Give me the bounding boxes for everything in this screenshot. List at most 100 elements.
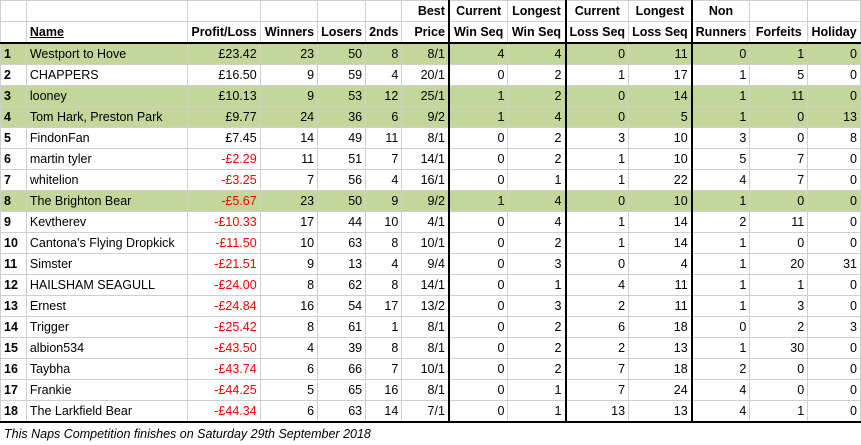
losers-cell: 49 bbox=[317, 127, 367, 149]
current-win-seq-cell: 0 bbox=[447, 316, 509, 338]
current-win-seq-cell: 0 bbox=[447, 127, 509, 149]
current-win-seq-cell: 1 bbox=[447, 190, 509, 212]
longest-win-seq-cell: 4 bbox=[507, 190, 566, 212]
name-cell: Taybha bbox=[25, 358, 188, 380]
best-price-cell: 10/1 bbox=[401, 358, 450, 380]
standings-table: Best Current Longest Current Longest Non… bbox=[0, 0, 861, 423]
table-row: 8 The Brighton Bear -£5.67 23 50 9 9/2 1 4 0 10 1 0 0 bbox=[0, 190, 861, 212]
profit-loss-cell: -£2.29 bbox=[186, 148, 261, 170]
name-cell: martin tyler bbox=[25, 148, 188, 170]
name-cell: Trigger bbox=[25, 316, 188, 338]
table-row: 6 martin tyler -£2.29 11 51 7 14/1 0 2 1 10 5 7 0 bbox=[0, 148, 861, 170]
holiday-cell: 0 bbox=[807, 358, 861, 380]
current-win-seq-cell: 1 bbox=[447, 106, 509, 128]
forfeits-cell: 0 bbox=[749, 106, 809, 128]
winners-cell: 16 bbox=[259, 295, 319, 317]
rank-cell: 2 bbox=[0, 64, 27, 86]
header-cell bbox=[259, 0, 319, 22]
best-price-cell: 14/1 bbox=[401, 274, 450, 296]
longest-loss-seq-cell: 18 bbox=[628, 358, 693, 380]
table-row: 13 Ernest -£24.84 16 54 17 13/2 0 3 2 11 1 3 0 bbox=[0, 295, 861, 317]
forfeits-cell: 20 bbox=[749, 253, 809, 275]
profit-loss-cell: £7.45 bbox=[186, 127, 261, 149]
rank-cell: 13 bbox=[0, 295, 27, 317]
table-row: 4 Tom Hark, Preston Park £9.77 24 36 6 9/2 1 4 0 5… bbox=[0, 106, 861, 128]
non-runners-cell: 1 bbox=[690, 85, 751, 107]
rank-cell: 1 bbox=[0, 42, 27, 65]
rank-cell: 15 bbox=[0, 337, 27, 359]
holiday-cell: 0 bbox=[807, 42, 861, 65]
name-cell: The Larkfield Bear bbox=[25, 400, 188, 423]
rank-cell: 7 bbox=[0, 169, 27, 191]
profit-loss-cell: -£44.25 bbox=[186, 379, 261, 401]
profit-loss-cell: -£44.34 bbox=[186, 400, 261, 423]
current-loss-seq-cell: 13 bbox=[564, 400, 630, 423]
table-row: 9 Kevtherev -£10.33 17 44 10 4/1 0 4 1 14 2 11 0 bbox=[0, 211, 861, 233]
best-price-cell: 4/1 bbox=[401, 211, 450, 233]
header-current-loss-seq: Loss Seq bbox=[564, 21, 630, 44]
winners-cell: 9 bbox=[259, 85, 319, 107]
winners-cell: 7 bbox=[259, 169, 319, 191]
losers-cell: 39 bbox=[317, 337, 367, 359]
forfeits-cell: 1 bbox=[749, 400, 809, 423]
header-current-win-seq: Win Seq bbox=[447, 21, 509, 44]
header-non-runners: Runners bbox=[690, 21, 751, 44]
profit-loss-cell: £16.50 bbox=[186, 64, 261, 86]
header-row-top: Best Current Longest Current Longest Non bbox=[0, 0, 861, 22]
losers-cell: 54 bbox=[317, 295, 367, 317]
current-loss-seq-cell: 0 bbox=[564, 85, 630, 107]
current-win-seq-cell: 0 bbox=[447, 148, 509, 170]
name-cell: The Brighton Bear bbox=[25, 190, 188, 212]
non-runners-cell: 4 bbox=[690, 379, 751, 401]
winners-cell: 9 bbox=[259, 64, 319, 86]
table-row: 3 looney £10.13 9 53 12 25/1 1 2 0 14 1 11 0 bbox=[0, 85, 861, 107]
seconds-cell: 7 bbox=[365, 358, 403, 380]
rank-cell: 12 bbox=[0, 274, 27, 296]
forfeits-cell: 0 bbox=[749, 232, 809, 254]
table-row: 12 HAILSHAM SEAGULL -£24.00 8 62 8 14/1 0 1 4 11 1 1… bbox=[0, 274, 861, 296]
longest-loss-seq-cell: 10 bbox=[628, 148, 693, 170]
non-runners-cell: 0 bbox=[690, 316, 751, 338]
name-cell: Simster bbox=[25, 253, 188, 275]
holiday-cell: 0 bbox=[807, 211, 861, 233]
forfeits-cell: 0 bbox=[749, 379, 809, 401]
rank-cell: 11 bbox=[0, 253, 27, 275]
current-loss-seq-cell: 1 bbox=[564, 211, 630, 233]
profit-loss-cell: -£24.00 bbox=[186, 274, 261, 296]
forfeits-cell: 11 bbox=[749, 211, 809, 233]
longest-loss-seq-cell: 10 bbox=[628, 190, 693, 212]
seconds-cell: 7 bbox=[365, 148, 403, 170]
rank-cell: 18 bbox=[0, 400, 27, 423]
longest-loss-seq-cell: 24 bbox=[628, 379, 693, 401]
longest-win-seq-cell: 2 bbox=[507, 85, 566, 107]
header-name: Name bbox=[25, 21, 188, 44]
longest-loss-seq-cell: 11 bbox=[628, 295, 693, 317]
winners-cell: 17 bbox=[259, 211, 319, 233]
longest-loss-seq-cell: 14 bbox=[628, 232, 693, 254]
footer-note: This Naps Competition finishes on Saturd… bbox=[4, 427, 371, 441]
winners-cell: 9 bbox=[259, 253, 319, 275]
table-row: 18 The Larkfield Bear -£44.34 6 63 14 7/1 0 1 13 1… bbox=[0, 400, 861, 423]
seconds-cell: 8 bbox=[365, 232, 403, 254]
profit-loss-cell: -£11.50 bbox=[186, 232, 261, 254]
current-win-seq-cell: 0 bbox=[447, 253, 509, 275]
rank-cell: 8 bbox=[0, 190, 27, 212]
winners-cell: 10 bbox=[259, 232, 319, 254]
profit-loss-cell: -£5.67 bbox=[186, 190, 261, 212]
header-losers: Losers bbox=[317, 21, 367, 44]
header-best-top: Best bbox=[401, 0, 450, 22]
seconds-cell: 4 bbox=[365, 253, 403, 275]
forfeits-cell: 7 bbox=[749, 169, 809, 191]
winners-cell: 14 bbox=[259, 127, 319, 149]
forfeits-cell: 7 bbox=[749, 148, 809, 170]
holiday-cell: 0 bbox=[807, 337, 861, 359]
header-cell bbox=[807, 0, 861, 22]
holiday-cell: 0 bbox=[807, 295, 861, 317]
seconds-cell: 1 bbox=[365, 316, 403, 338]
current-loss-seq-cell: 7 bbox=[564, 358, 630, 380]
longest-loss-seq-cell: 4 bbox=[628, 253, 693, 275]
non-runners-cell: 1 bbox=[690, 274, 751, 296]
longest-win-seq-cell: 2 bbox=[507, 64, 566, 86]
current-loss-seq-cell: 1 bbox=[564, 148, 630, 170]
